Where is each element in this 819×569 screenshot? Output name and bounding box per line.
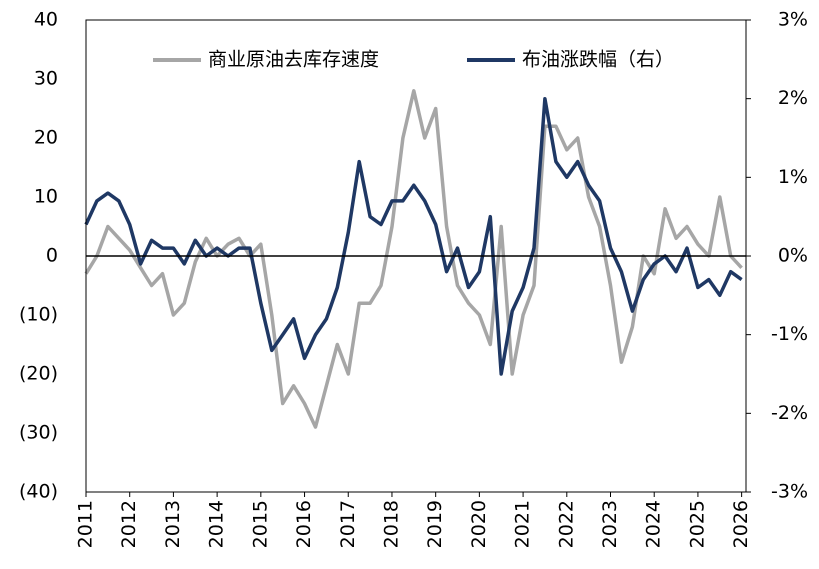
plot-frame: [85, 19, 747, 493]
x-tick-label: 2020: [468, 500, 490, 548]
y-tick-label: 20: [34, 127, 58, 149]
y-tick-label: 0: [46, 245, 58, 267]
x-tick-label: 2016: [293, 500, 315, 548]
x-tick-label: 2013: [162, 500, 184, 548]
x-tick-label: 2023: [599, 500, 621, 548]
x-tick-label: 2021: [512, 500, 534, 548]
y2-tick-label: 1%: [778, 166, 808, 188]
x-tick-label: 2012: [118, 500, 140, 548]
series-line: [84, 89, 743, 429]
y2-tick-label: 3%: [778, 9, 808, 31]
x-tick-label: 2014: [206, 500, 228, 548]
x-tick-label: 2011: [75, 500, 97, 548]
y-tick-label: (20): [19, 363, 58, 385]
x-tick-label: 2022: [555, 500, 577, 548]
y-tick-label: (40): [19, 481, 58, 503]
y-tick-label: 30: [34, 68, 58, 90]
y2-tick-label: 0%: [778, 245, 808, 267]
x-tick-label: 2025: [686, 500, 708, 548]
x-tick-label: 2017: [337, 500, 359, 548]
legend-label: 布油涨跌幅（右）: [522, 49, 674, 71]
x-tick-label: 2019: [424, 500, 446, 548]
y-tick-label: (10): [19, 304, 58, 326]
y2-tick-label: -3%: [771, 481, 808, 503]
x-tick-label: 2018: [380, 500, 402, 548]
y-tick-label: (30): [19, 422, 58, 444]
y-tick-label: 40: [34, 9, 58, 31]
y2-tick-label: -1%: [771, 323, 808, 345]
x-tick-label: 2024: [643, 500, 665, 548]
series-line: [84, 96, 743, 376]
x-tick-label: 2015: [249, 500, 271, 548]
x-tick-label: 2026: [730, 500, 752, 548]
legend-label: 商业原油去库存速度: [208, 49, 379, 71]
y2-tick-label: -2%: [771, 402, 808, 424]
y-tick-label: 10: [34, 186, 58, 208]
y2-tick-label: 2%: [778, 87, 808, 109]
